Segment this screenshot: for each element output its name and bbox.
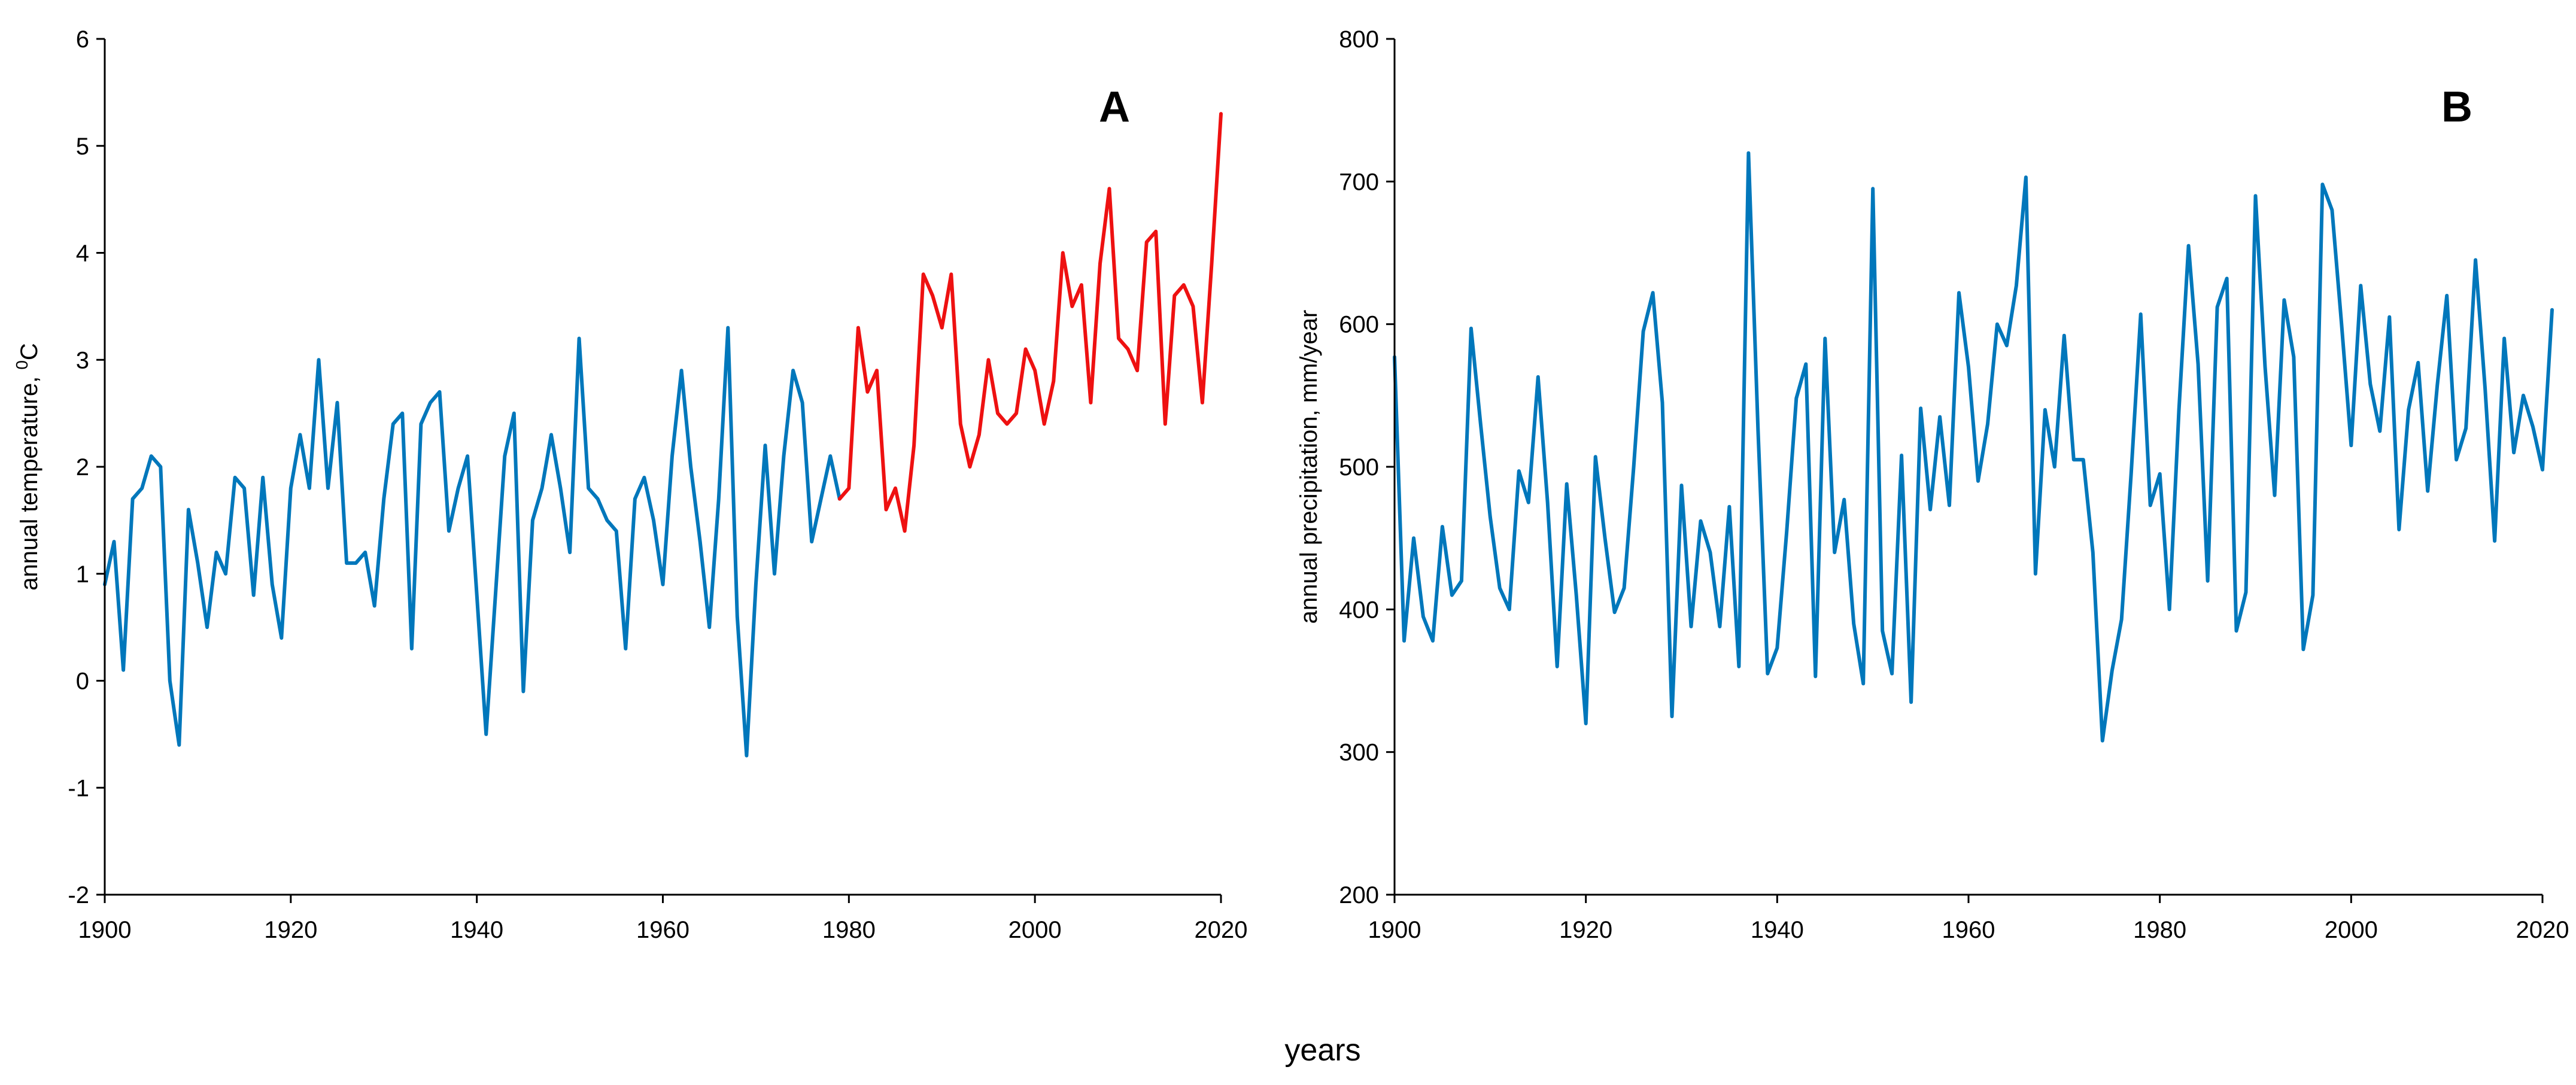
- chart-a-y-tick-label: 6: [76, 26, 89, 53]
- chart-a-y-tick-label: -2: [68, 882, 89, 908]
- common-x-axis-label: years: [1284, 1033, 1360, 1068]
- chart-a-series-0-line: [103, 326, 842, 758]
- chart-b-y-tick-label: 700: [1339, 169, 1379, 195]
- chart-a-x-tick-label: 1940: [450, 917, 503, 943]
- chart-b-panel-letter: B: [2441, 83, 2472, 131]
- chart-b-series-0-line: [1393, 151, 2554, 743]
- chart-a-y-tick-label: 1: [76, 561, 89, 588]
- chart-a-x-tick-label: 1920: [264, 917, 317, 943]
- chart-a-series: [103, 112, 1223, 758]
- chart-a-y-tick-label: -1: [68, 775, 89, 801]
- chart-b-y-tick-label: 400: [1339, 597, 1379, 623]
- chart-b-y-axis-label: annual precipitation, mm/year: [1296, 310, 1322, 624]
- chart-b-y-tick-label: 300: [1339, 740, 1379, 766]
- chart-b-ticks: 200 300 400 500 600 700 800 1900 1920 1940 1960 198…: [1339, 26, 2569, 943]
- chart-a-x-tick-label: 1960: [636, 917, 689, 943]
- chart-b: 200 300 400 500 600 700 800 1900 1920 1940 1960 198…: [1296, 26, 2569, 943]
- chart-a-y-tick-label: 2: [76, 454, 89, 481]
- chart-b-x-tick-label: 2000: [2325, 917, 2378, 943]
- chart-b-y-tick-label: 800: [1339, 26, 1379, 53]
- chart-a-x-tick-label: 2020: [1195, 917, 1248, 943]
- chart-a-x-tick-label: 1900: [78, 917, 132, 943]
- chart-b-x-tick-label: 2020: [2516, 917, 2569, 943]
- chart-a-y-tick-label: 3: [76, 347, 89, 373]
- chart-a-y-tick-label: 0: [76, 668, 89, 695]
- chart-b-series: [1393, 151, 2554, 743]
- chart-b-x-tick-label: 1920: [1559, 917, 1612, 943]
- chart-a-x-tick-label: 2000: [1008, 917, 1062, 943]
- chart-b-y-tick-label: 500: [1339, 454, 1379, 481]
- chart-a-ticks: -2 -1 0 1 2 3 4 5 6 1900 1920 1940 1960 1980 2000 2020: [68, 26, 1247, 943]
- chart-a-y-tick-label: 4: [76, 241, 89, 267]
- chart-b-y-tick-label: 600: [1339, 312, 1379, 338]
- chart-b-y-tick-label: 200: [1339, 882, 1379, 908]
- chart-a-series-1-line: [837, 112, 1223, 533]
- chart-b-x-tick-label: 1960: [1942, 917, 1995, 943]
- chart-a-y-tick-label: 5: [76, 133, 89, 160]
- chart-a-x-tick-label: 1980: [822, 917, 876, 943]
- chart-a-panel-letter: A: [1099, 83, 1130, 131]
- chart-b-x-tick-label: 1940: [1751, 917, 1804, 943]
- chart-b-x-tick-label: 1980: [2133, 917, 2186, 943]
- chart-b-x-tick-label: 1900: [1368, 917, 1421, 943]
- chart-a-y-axis-label: annual temperature, 0C: [13, 343, 42, 591]
